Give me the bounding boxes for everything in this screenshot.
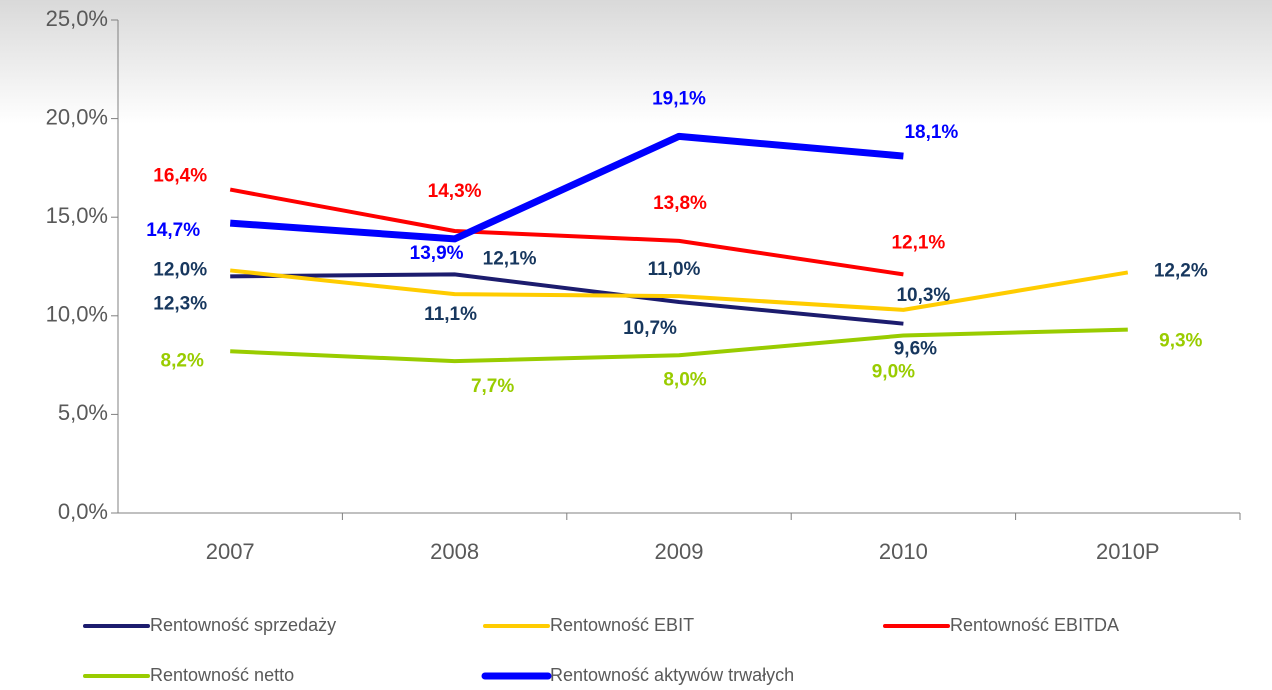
data-label: 12,3%: [153, 293, 207, 314]
x-tick-label: 2007: [206, 539, 255, 564]
data-label: 10,7%: [623, 318, 677, 339]
data-label: 8,2%: [161, 350, 204, 371]
data-label: 8,0%: [663, 369, 706, 390]
legend-label: Rentowność sprzedaży: [150, 615, 336, 635]
x-tick-label: 2010P: [1096, 539, 1160, 564]
x-tick-label: 2010: [879, 539, 928, 564]
data-label: 9,3%: [1159, 331, 1202, 352]
data-label: 14,7%: [146, 220, 200, 241]
data-label: 9,0%: [872, 362, 915, 383]
data-label: 13,8%: [653, 193, 707, 214]
y-tick-label: 25,0%: [46, 6, 108, 31]
legend-label: Rentowność EBIT: [550, 615, 694, 635]
y-tick-label: 20,0%: [46, 104, 108, 129]
y-tick-label: 10,0%: [46, 302, 108, 327]
legend-label: Rentowność netto: [150, 665, 294, 685]
data-label: 12,1%: [891, 232, 945, 253]
data-label: 11,0%: [648, 259, 701, 280]
data-label: 12,2%: [1154, 260, 1208, 281]
y-tick-label: 15,0%: [46, 203, 108, 228]
x-tick-label: 2008: [430, 539, 479, 564]
series-line: [230, 272, 904, 326]
series-line: [229, 187, 904, 277]
data-label: 12,0%: [153, 259, 207, 280]
x-tick-label: 2009: [655, 539, 704, 564]
data-label: 10,3%: [896, 285, 950, 306]
series-line: [229, 268, 1129, 312]
data-label: 7,7%: [471, 376, 514, 397]
data-label: 16,4%: [153, 166, 207, 187]
data-label: 11,1%: [424, 304, 477, 325]
data-label: 12,1%: [483, 248, 537, 269]
series-line: [229, 132, 904, 243]
data-label: 19,1%: [652, 88, 706, 109]
y-tick-label: 0,0%: [58, 499, 108, 524]
data-label: 18,1%: [904, 122, 958, 143]
series-line: [230, 327, 1128, 364]
legend-label: Rentowność EBITDA: [950, 615, 1119, 635]
y-tick-label: 5,0%: [58, 400, 108, 425]
legend-label: Rentowność aktywów trwałych: [550, 665, 794, 685]
data-label: 13,9%: [410, 243, 464, 264]
data-label: 9,6%: [894, 339, 937, 360]
data-label: 14,3%: [428, 181, 482, 202]
